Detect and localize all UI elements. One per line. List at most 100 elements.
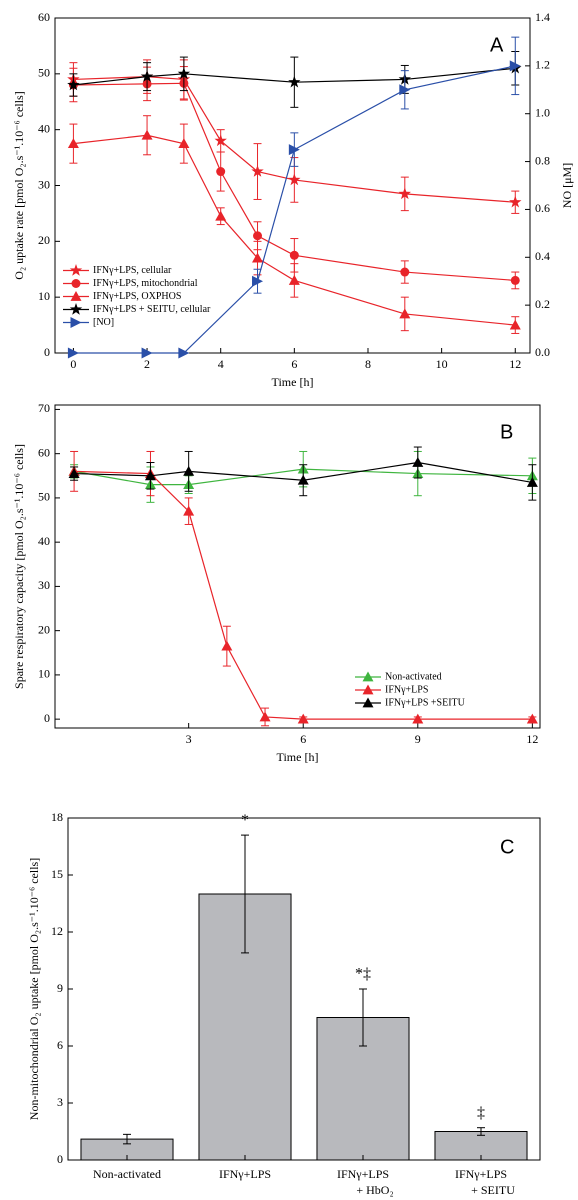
- marker: [216, 167, 226, 177]
- marker: [510, 275, 520, 285]
- marker: [362, 671, 374, 682]
- marker: [398, 187, 411, 200]
- y-tick-label: 40: [38, 534, 50, 548]
- marker: [67, 138, 79, 149]
- marker: [69, 303, 83, 315]
- marker: [288, 75, 301, 88]
- marker: [70, 317, 82, 328]
- y-axis-label: Spare respiratory capacity [pmol O₂.s⁻¹.…: [12, 444, 26, 689]
- y-tick-label: 0: [57, 1152, 63, 1166]
- marker: [178, 347, 190, 359]
- marker: [69, 264, 83, 276]
- marker: [400, 267, 410, 277]
- x-tick-label: 4: [218, 357, 224, 371]
- panel-label: B: [500, 421, 513, 443]
- x-tick-label: IFNγ+LPS: [455, 1167, 507, 1181]
- y-tick-label: 18: [51, 810, 63, 824]
- y-tick-label: 30: [38, 177, 50, 191]
- y-tick-label: 20: [38, 233, 50, 247]
- x-tick-label: 6: [291, 357, 297, 371]
- x-tick-label: IFNγ+LPS: [219, 1167, 271, 1181]
- y-tick-label: 9: [57, 981, 63, 995]
- marker: [509, 195, 522, 208]
- x-tick-label: 0: [70, 357, 76, 371]
- series-line: [74, 470, 533, 720]
- marker: [221, 640, 233, 651]
- marker: [178, 138, 190, 149]
- y-tick-label: 1.0: [535, 105, 550, 119]
- marker: [399, 308, 411, 319]
- legend-label: Non-activated: [385, 671, 442, 682]
- y-tick-label: 10: [38, 667, 50, 681]
- marker: [214, 134, 227, 147]
- marker: [183, 505, 195, 516]
- panel-label: C: [500, 836, 514, 858]
- marker: [289, 250, 299, 260]
- x-tick-label: 8: [365, 357, 371, 371]
- y-axis-label: Non-mitochondrial O₂ uptake [pmol O₂.s⁻¹…: [27, 858, 41, 1120]
- marker: [140, 70, 154, 82]
- marker: [288, 144, 300, 156]
- y-tick-label: 0.2: [535, 297, 550, 311]
- x-tick-label: Non-activated: [93, 1167, 161, 1181]
- x-tick-label: + HbO₂: [356, 1183, 393, 1197]
- marker: [526, 713, 538, 724]
- y-tick-label: 1.4: [535, 10, 550, 24]
- y-tick-label: 0: [44, 711, 50, 725]
- x-axis-label: Time [h]: [272, 375, 314, 389]
- plot-frame: [67, 817, 541, 1161]
- x-tick-label: 9: [415, 732, 421, 746]
- marker: [141, 347, 153, 359]
- y-tick-label: 50: [38, 66, 50, 80]
- series-line: [73, 468, 533, 486]
- y-tick-label: 0.8: [535, 153, 550, 167]
- series-line: [73, 134, 516, 326]
- marker: [70, 291, 82, 301]
- annotation: *: [241, 812, 249, 829]
- x-tick-label: 2: [144, 357, 150, 371]
- y-tick-label: 1.2: [535, 58, 550, 72]
- marker: [252, 275, 264, 287]
- marker: [509, 60, 521, 72]
- marker: [412, 713, 424, 724]
- x-tick-label: 10: [436, 357, 448, 371]
- legend-label: IFNγ+LPS, mitochondrial: [93, 278, 198, 289]
- y-tick-label: 0.0: [535, 345, 550, 359]
- series-line: [73, 76, 516, 203]
- y-tick-label: 40: [38, 121, 50, 135]
- marker: [288, 173, 301, 186]
- marker: [526, 476, 538, 487]
- marker: [67, 78, 80, 91]
- y-tick-label: 70: [38, 401, 50, 415]
- legend-label: IFNγ+LPS + SEITU, cellular: [93, 304, 211, 315]
- x-tick-label: 12: [526, 732, 538, 746]
- marker: [253, 231, 263, 241]
- marker: [362, 684, 374, 695]
- y-tick-label: 10: [38, 289, 50, 303]
- marker: [144, 470, 156, 481]
- y-tick-label: 50: [38, 490, 50, 504]
- x-tick-label: 3: [186, 732, 192, 746]
- legend-label: IFNγ+LPS +SEITU: [385, 697, 466, 708]
- legend-label: IFNγ+LPS: [385, 684, 428, 695]
- marker: [71, 279, 81, 288]
- y-axis-label: NO [μM]: [560, 163, 574, 208]
- legend-label: IFNγ+LPS, OXPHOS: [93, 291, 181, 302]
- y-axis-label: O₂ uptake rate [pmol O₂.s⁻¹.10⁻⁶ cells]: [12, 91, 26, 279]
- series-line: [73, 67, 516, 86]
- marker: [183, 465, 195, 476]
- x-tick-label: 12: [509, 357, 521, 371]
- x-tick-label: IFNγ+LPS: [337, 1167, 389, 1181]
- annotation: ‡: [477, 1104, 485, 1121]
- legend-label: [NO]: [93, 317, 114, 328]
- series-line: [74, 461, 533, 484]
- marker: [68, 468, 80, 478]
- y-tick-label: 20: [38, 622, 50, 636]
- marker: [177, 67, 191, 80]
- y-tick-label: 0.4: [535, 249, 550, 263]
- y-tick-label: 15: [51, 867, 63, 881]
- marker: [509, 319, 521, 330]
- y-tick-label: 12: [51, 924, 63, 938]
- x-tick-label: + SEITU: [471, 1183, 515, 1197]
- y-tick-label: 3: [57, 1095, 63, 1109]
